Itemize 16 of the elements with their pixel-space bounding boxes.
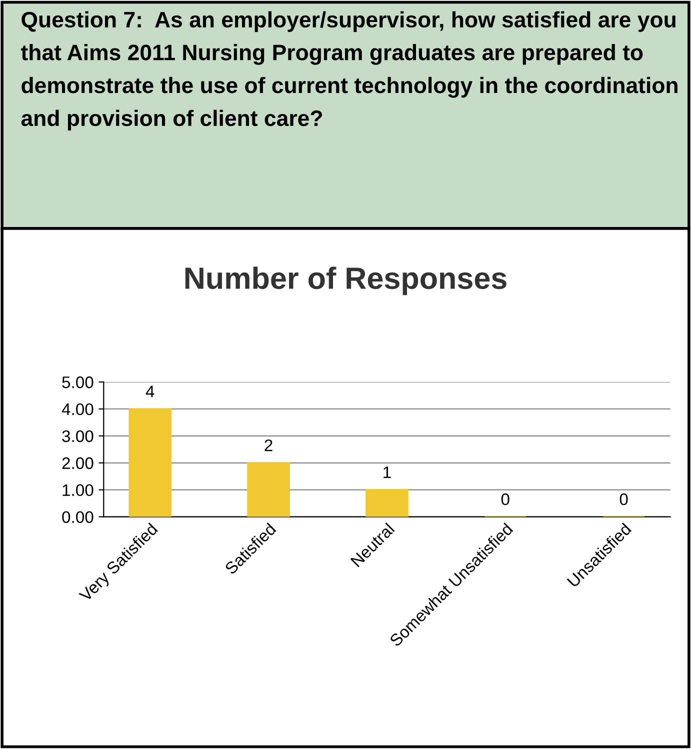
y-tick-label: 4.00: [62, 403, 94, 416]
data-label: 0: [501, 493, 510, 506]
data-label: 4: [146, 386, 154, 398]
data-label: 2: [264, 439, 272, 452]
data-label: 1: [384, 466, 391, 478]
y-tick-label: 0.00: [62, 511, 94, 524]
chart-subtitle: Number of Responses: [185, 266, 506, 296]
y-tick-label: 5.00: [62, 376, 94, 388]
bar: [128, 408, 172, 517]
bar: [247, 462, 290, 517]
y-tick-label: 3.00: [62, 430, 94, 442]
y-tick-label: 2.00: [62, 457, 94, 470]
bar: [366, 489, 408, 517]
y-tick-label: 1.00: [62, 484, 94, 496]
data-label: 0: [620, 493, 628, 506]
chart-title: Question 7: As an employer/supervisor, how satisfied are you that Aims 2011 Nursing Program graduates are prepared to demonstrate the use of current technology in the coordination and provision of client care?: [21, 11, 678, 131]
